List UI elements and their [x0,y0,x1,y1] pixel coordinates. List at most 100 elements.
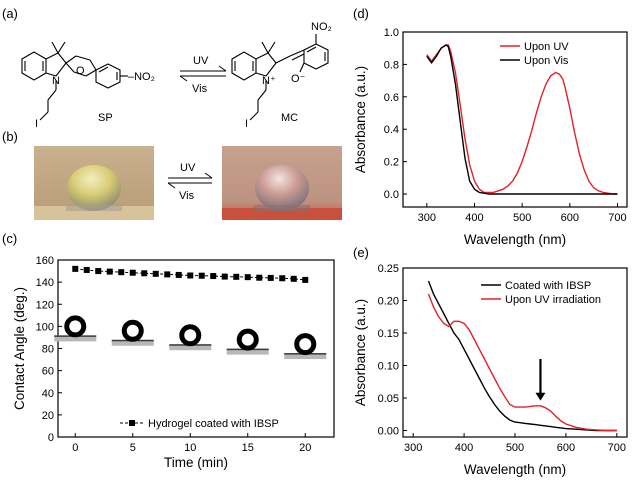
x-tick-label-d: 300 [418,212,436,224]
data-point [72,265,79,272]
y-tick-label-c: 120 [36,299,54,311]
data-point [106,268,113,275]
panel-d: (d) 300 400 500 600 700 0.0 0.2 0.4 0.6 0.8 1.0 Wav… [353,6,628,247]
y-axis-title-e: Absorbance (a.u.) [353,299,368,406]
y-tick-label-e: 0.25 [378,263,399,275]
legend-d: Upon UV Upon Vis [500,41,569,67]
y-tick-label-e: 0.10 [378,361,399,373]
uv-label-a: UV [193,55,209,67]
x-axis-title-e: Wavelength (nm) [464,462,566,477]
y-axis-title-d: Absorbance (a.u.) [353,66,368,173]
inset-droplet [64,315,87,338]
x-tick-label-c: 5 [130,442,136,454]
x-tick-label-d: 500 [513,212,531,224]
panel-e-label: (e) [353,245,369,260]
legend-label-d-0: Upon UV [524,41,569,53]
panel-a: (a) [2,6,332,130]
series-line-d-0 [426,44,618,195]
data-point [175,271,182,278]
inset-substrate [226,348,269,355]
data-point [267,274,274,281]
mc-nitrogen-cation: N⁺ [262,75,276,87]
inset-substrate [54,335,97,342]
data-point [256,274,263,281]
data-point [210,273,217,280]
sp-iodine: I [35,118,38,130]
peak-arrow-head [535,392,546,401]
x-tick-label-e: 600 [557,442,575,454]
droplet-insets [54,315,327,360]
x-tick-label-c: 0 [72,442,78,454]
substrate-left [34,206,154,220]
substrate-right [222,208,342,220]
y-axis-title-c: Contact Angle (deg.) [12,287,27,410]
chart-e: 300 400 500 600 700 0.00 0.05 0.10 0.15 0.20 0.25 W… [353,263,628,477]
panel-b-label: (b) [2,129,18,144]
mc-iodine: I [245,118,248,130]
sp-nitro: –NO₂ [128,71,155,83]
chart-c: 0 5 10 15 20 0 20 40 60 80 100 120 140 160 Time (min) C… [12,255,335,470]
data-point [164,271,171,278]
droplet-inset [284,333,327,360]
droplet-inset [169,324,212,351]
data-point [141,270,148,277]
series-line-e-1 [427,293,617,432]
y-tick-label-c: 20 [42,410,54,422]
panel-e: (e) 300 400 500 600 700 0.00 0.05 0.10 0.15 0.20 0… [353,245,628,477]
sp-label: SP [98,112,113,124]
x-tick-label-e: 500 [506,442,524,454]
data-point [244,274,251,281]
droplet-red [255,165,309,211]
legend-swatch-marker-c [129,420,135,426]
droplet-inset [54,315,97,342]
equilibrium-arrows-a [179,65,227,82]
x-axis-title-c: Time (min) [164,455,228,470]
y-tick-label-c: 160 [36,255,54,267]
panel-c-label: (c) [2,231,17,246]
x-axis-title-d: Wavelength (nm) [464,232,566,247]
droplet-yellow [67,165,121,211]
data-point [221,273,228,280]
uv-label-b: UV [180,162,196,174]
droplet-inset [111,319,154,346]
panel-b: (b) [2,129,342,220]
y-tick-label-d: 1.0 [384,27,399,39]
data-point [129,269,136,276]
y-tick-label-c: 140 [36,277,54,289]
inset-substrate [111,339,154,346]
y-tick-label-d: 0.2 [384,157,399,169]
sp-oxygen: O [76,65,85,77]
x-tick-label-c: 20 [299,442,311,454]
y-tick-label-c: 0 [48,432,54,444]
x-tick-label-e: 700 [608,442,626,454]
y-tick-label-e: 0.00 [378,426,399,438]
legend-e: Coated with IBSP Upon UV irradiation [481,280,601,306]
series-line-e-0 [427,280,617,432]
inset-substrate [284,353,327,360]
data-point [187,272,194,279]
data-point [198,272,205,279]
inset-droplet [294,333,317,356]
y-tick-label-d: 0.4 [384,124,399,136]
y-tick-label-d: 0.8 [384,59,399,71]
y-tick-label-c: 80 [42,344,54,356]
mc-phenolate: O⁻ [291,73,306,85]
x-tick-label-d: 400 [465,212,483,224]
legend-label-c-0: Hydrogel coated with IBSP [148,418,279,430]
inset-droplet [121,319,144,342]
data-point [95,268,102,275]
mc-nitro: NO₂ [311,21,332,33]
y-tick-label-e: 0.15 [378,328,399,340]
y-tick-label-c: 40 [42,388,54,400]
data-point [279,275,286,282]
plot-frame-d [402,31,628,208]
data-point [152,270,159,277]
equilibrium-arrows-b [167,172,213,189]
legend-label-e-1: Upon UV irradiation [505,294,601,306]
inset-droplet [236,328,259,351]
y-tick-label-d: 0.0 [384,189,399,201]
mc-label: MC [281,112,298,124]
data-point [83,266,90,273]
panel-d-label: (d) [353,6,369,21]
